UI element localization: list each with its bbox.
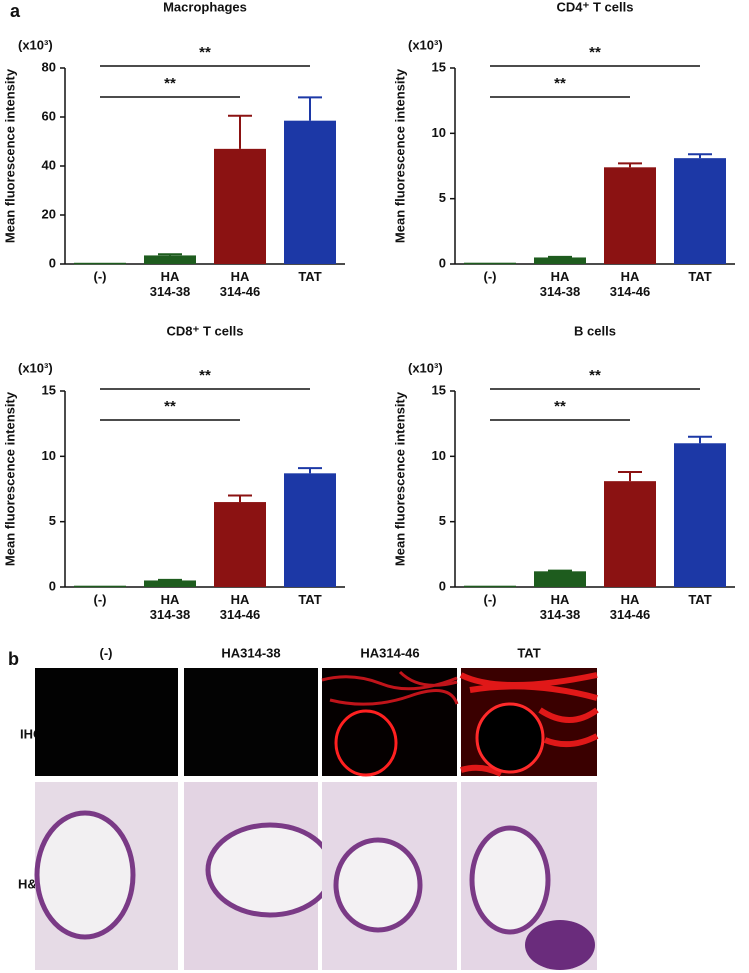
significance-label: ** [199,367,211,384]
x-tick-label: HA 314-46 [610,592,650,622]
bar [144,580,196,587]
y-unit: (x10³) [408,37,443,52]
y-axis-label: Mean fluorescence intensity [2,391,17,566]
x-tick-label: TAT [298,269,321,284]
bar [214,148,266,264]
significance-label: ** [554,398,566,415]
panel-label: b [8,649,19,669]
significance-label: ** [589,367,601,384]
x-tick-label: (-) [484,269,497,284]
tissue [525,920,595,970]
micrograph [35,668,178,776]
bar [604,167,656,264]
tissue [34,810,136,940]
x-tick-label: HA 314-38 [150,592,190,622]
stain [321,670,459,706]
y-axis-label: Mean fluorescence intensity [2,68,17,243]
y-tick-label: 80 [42,59,56,74]
bar [144,255,196,264]
y-tick-label: 20 [42,206,56,221]
significance-label: ** [589,44,601,61]
y-tick-label: 10 [432,125,446,140]
x-tick-label: HA 314-38 [150,269,190,299]
y-tick-label: 0 [49,578,56,593]
x-tick-label: HA 314-46 [220,269,260,299]
y-axis-label: Mean fluorescence intensity [392,391,407,566]
micrographs [34,668,599,970]
y-tick-label: 10 [42,448,56,463]
tissue [205,822,335,918]
bar [284,473,336,587]
y-tick-label: 40 [42,157,56,172]
x-tick-label: HA 314-38 [540,592,580,622]
chart-title: CD4⁺ T cells [557,0,634,14]
column-header: HA314-38 [221,645,280,660]
chart-title: CD8⁺ T cells [167,323,244,338]
bar [534,257,586,264]
y-tick-label: 15 [432,59,446,74]
x-tick-label: TAT [688,269,711,284]
y-tick-label: 60 [42,108,56,123]
tissue [333,837,423,933]
x-tick-label: (-) [484,592,497,607]
bar [74,585,126,588]
column-header: TAT [517,645,540,660]
y-tick-label: 5 [49,513,56,528]
bar [604,481,656,587]
bar [74,262,126,265]
bar [674,443,726,587]
column-header: (-) [100,645,113,660]
bar [214,502,266,587]
bar [464,585,516,588]
chart-title: B cells [574,323,616,338]
chart-title: Macrophages [163,0,247,14]
x-tick-label: (-) [94,592,107,607]
micrograph [184,668,318,776]
y-tick-label: 0 [49,255,56,270]
y-unit: (x10³) [18,37,53,52]
y-tick-label: 5 [439,190,446,205]
tissue [469,825,551,935]
y-tick-label: 0 [439,578,446,593]
panel-label: a [10,1,21,21]
bar [464,262,516,265]
y-tick-label: 15 [42,382,56,397]
significance-label: ** [554,75,566,92]
y-axis-label: Mean fluorescence intensity [392,68,407,243]
stain [459,672,599,777]
y-tick-label: 0 [439,255,446,270]
x-tick-label: TAT [298,592,321,607]
bar [674,158,726,264]
stain [475,702,545,774]
x-tick-label: (-) [94,269,107,284]
y-unit: (x10³) [408,360,443,375]
x-tick-label: HA 314-46 [610,269,650,299]
bar [284,120,336,264]
x-tick-label: HA 314-38 [540,269,580,299]
x-tick-label: HA 314-46 [220,592,260,622]
y-tick-label: 5 [439,513,446,528]
y-tick-label: 10 [432,448,446,463]
significance-label: ** [164,398,176,415]
significance-label: ** [164,75,176,92]
significance-label: ** [199,44,211,61]
x-tick-label: TAT [688,592,711,607]
bar [534,571,586,587]
column-header: HA314-46 [360,645,419,660]
y-tick-label: 15 [432,382,446,397]
y-unit: (x10³) [18,360,53,375]
stain [334,709,398,777]
